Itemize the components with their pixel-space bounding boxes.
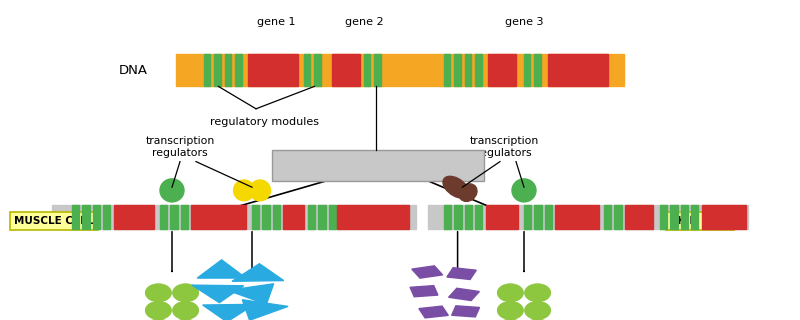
Bar — [160, 205, 167, 229]
Polygon shape — [449, 288, 479, 300]
Bar — [488, 54, 516, 86]
Bar — [444, 205, 451, 229]
Polygon shape — [198, 260, 246, 278]
Bar — [248, 54, 298, 86]
Bar — [475, 205, 482, 229]
Text: SKIN CELL: SKIN CELL — [670, 216, 730, 226]
Bar — [465, 54, 471, 86]
Text: gene 2: gene 2 — [345, 17, 383, 28]
Bar — [308, 205, 315, 229]
Bar — [660, 205, 667, 229]
Ellipse shape — [512, 179, 536, 202]
Ellipse shape — [160, 179, 184, 202]
Polygon shape — [419, 306, 448, 318]
Polygon shape — [192, 285, 244, 303]
Bar — [670, 205, 678, 229]
Ellipse shape — [173, 301, 198, 319]
Bar — [534, 54, 541, 86]
Text: transcription
regulators: transcription regulators — [470, 136, 538, 158]
Ellipse shape — [525, 319, 550, 320]
Ellipse shape — [443, 176, 469, 198]
Polygon shape — [232, 264, 284, 281]
Text: transcription
regulators: transcription regulators — [146, 136, 214, 158]
Bar — [444, 54, 450, 86]
Bar — [465, 205, 472, 229]
Ellipse shape — [234, 180, 254, 201]
Text: DNA: DNA — [119, 64, 148, 77]
Ellipse shape — [173, 284, 198, 301]
Text: gene 1: gene 1 — [257, 17, 295, 28]
Bar — [72, 205, 79, 229]
Bar — [702, 205, 746, 229]
Ellipse shape — [498, 301, 523, 319]
Bar — [524, 205, 531, 229]
Bar — [170, 205, 178, 229]
Bar — [374, 54, 381, 86]
Bar — [364, 54, 370, 86]
Bar — [235, 54, 242, 86]
Ellipse shape — [525, 284, 550, 301]
Bar — [252, 205, 259, 229]
Ellipse shape — [146, 301, 171, 319]
Ellipse shape — [146, 284, 171, 301]
FancyBboxPatch shape — [272, 150, 484, 181]
Bar — [428, 205, 748, 229]
Bar — [332, 54, 360, 86]
Ellipse shape — [498, 284, 523, 301]
Bar — [225, 54, 231, 86]
Ellipse shape — [525, 301, 550, 319]
Bar — [681, 205, 688, 229]
Bar — [114, 205, 154, 229]
Bar — [454, 54, 461, 86]
Polygon shape — [242, 300, 288, 320]
Bar — [691, 205, 698, 229]
Polygon shape — [228, 284, 274, 304]
Bar — [103, 205, 110, 229]
Bar — [454, 205, 462, 229]
Ellipse shape — [173, 319, 198, 320]
Bar — [262, 205, 270, 229]
Text: gene 3: gene 3 — [505, 17, 543, 28]
Ellipse shape — [498, 319, 523, 320]
Text: DEVELOPMENTAL TIME: DEVELOPMENTAL TIME — [314, 161, 442, 171]
Bar — [52, 205, 416, 229]
Polygon shape — [412, 266, 442, 278]
Polygon shape — [202, 304, 254, 320]
Text: regulatory modules: regulatory modules — [210, 116, 318, 127]
Polygon shape — [447, 268, 476, 279]
Bar — [524, 54, 530, 86]
Bar — [604, 205, 611, 229]
Bar — [548, 54, 608, 86]
Ellipse shape — [459, 184, 477, 201]
Text: MUSCLE CELL: MUSCLE CELL — [14, 216, 94, 226]
Bar — [555, 205, 599, 229]
Bar — [283, 205, 304, 229]
Ellipse shape — [250, 180, 270, 201]
Bar — [82, 205, 90, 229]
Bar — [337, 205, 409, 229]
Bar — [176, 54, 624, 86]
Bar — [304, 54, 310, 86]
Polygon shape — [452, 306, 479, 317]
Bar — [93, 205, 100, 229]
Ellipse shape — [146, 319, 171, 320]
Bar — [486, 205, 518, 229]
Bar — [214, 54, 221, 86]
Bar — [534, 205, 542, 229]
Bar — [191, 205, 246, 229]
Bar — [545, 205, 552, 229]
Bar — [625, 205, 653, 229]
Bar — [614, 205, 622, 229]
Bar — [475, 54, 482, 86]
Bar — [273, 205, 280, 229]
Bar — [204, 54, 210, 86]
Bar — [329, 205, 336, 229]
Bar — [314, 54, 321, 86]
Bar — [181, 205, 188, 229]
Bar — [318, 205, 326, 229]
Polygon shape — [410, 286, 438, 297]
